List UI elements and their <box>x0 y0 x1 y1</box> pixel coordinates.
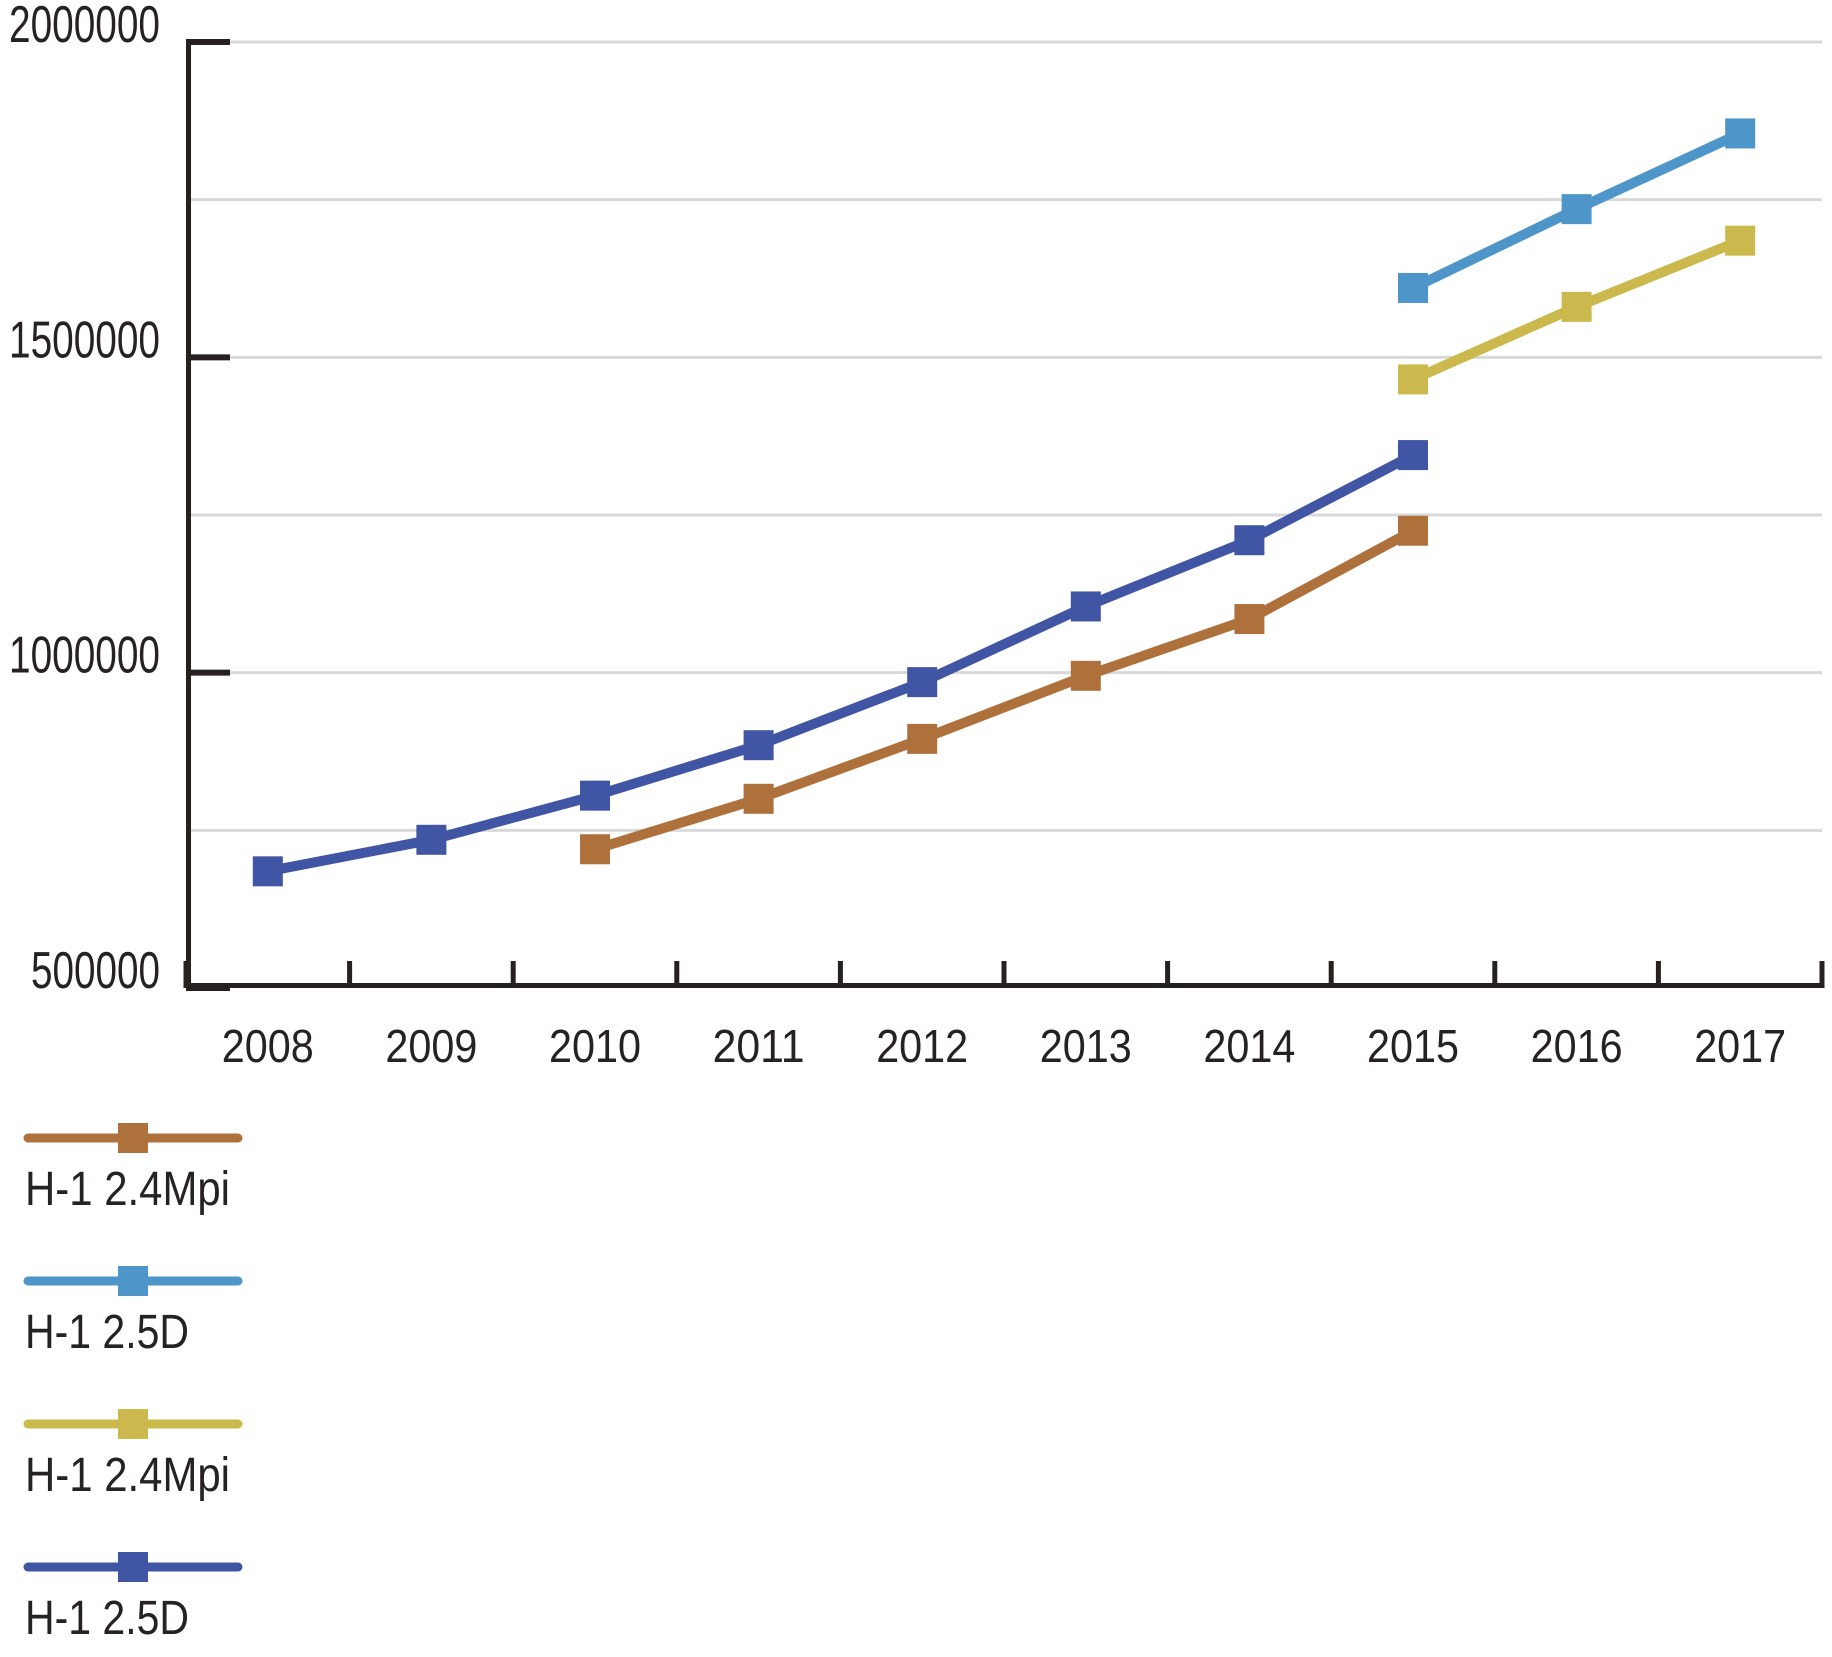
legend-item: H-1 2.4Mpi <box>23 1409 243 1502</box>
x-axis-label: 2008 <box>222 1020 314 1072</box>
y-axis-label: 1000000 <box>9 627 160 685</box>
legend-marker-swatch <box>118 1123 148 1153</box>
data-point-marker <box>743 783 774 814</box>
x-axis-label: 2017 <box>1694 1020 1786 1072</box>
data-point-marker <box>1398 364 1428 395</box>
data-point-marker <box>1070 591 1101 622</box>
legend-marker-swatch <box>118 1552 148 1582</box>
data-point-marker <box>1398 515 1428 546</box>
x-axis-label: 2013 <box>1040 1020 1132 1072</box>
legend-label: H-1 2.4Mpi <box>25 1163 230 1216</box>
legend-item: H-1 2.4Mpi <box>23 1123 243 1216</box>
legend-marker-swatch <box>118 1266 148 1296</box>
data-point-marker <box>1561 291 1592 322</box>
series-group <box>252 118 1756 887</box>
legend-marker-swatch <box>118 1409 148 1439</box>
y-axis-label: 1500000 <box>9 311 160 369</box>
data-point-marker <box>1070 660 1101 691</box>
data-point-marker <box>1561 194 1592 225</box>
legend-item: H-1 2.5D <box>23 1266 243 1359</box>
data-point-marker <box>1725 118 1756 149</box>
x-axis-label: 2012 <box>876 1020 968 1072</box>
x-axis-label: 2010 <box>549 1020 641 1072</box>
series-line-3 <box>266 450 1416 877</box>
data-point-marker <box>1234 525 1265 556</box>
data-point-marker <box>252 856 283 887</box>
data-point-marker <box>1234 604 1265 635</box>
x-axis-label: 2016 <box>1531 1020 1623 1072</box>
x-axis-label: 2015 <box>1367 1020 1459 1072</box>
legend-label: H-1 2.5D <box>25 1592 189 1645</box>
data-point-marker <box>1398 440 1428 471</box>
y-axis-label: 2000000 <box>9 0 160 54</box>
x-axis-label: 2009 <box>385 1020 477 1072</box>
data-point-marker <box>1398 272 1428 303</box>
x-axis-label: 2014 <box>1203 1020 1295 1072</box>
data-point-marker <box>580 834 610 865</box>
y-axis-labels-group: 2000000 1500000 1000000 500000 <box>9 0 160 1000</box>
data-point-marker <box>580 780 610 811</box>
data-point-marker <box>907 667 938 698</box>
x-axis-labels-group: 2008 2009 2010 2011 2012 2013 2014 2015 2016 2017 <box>222 1020 1786 1072</box>
gridlines-group <box>191 40 1822 832</box>
y-axis-label: 500000 <box>31 942 160 1000</box>
legend-item: H-1 2.5D <box>23 1552 243 1645</box>
data-point-marker <box>1725 225 1756 256</box>
data-point-marker <box>416 824 447 855</box>
legend-label: H-1 2.5D <box>25 1306 189 1359</box>
data-point-marker <box>907 723 938 754</box>
x-axis-label: 2011 <box>713 1020 805 1072</box>
legend: H-1 2.4Mpi H-1 2.5D H-1 2.4Mpi H-1 2.5D <box>23 1123 243 1645</box>
series-line-0 <box>593 526 1416 855</box>
axes-group <box>183 39 1825 991</box>
data-point-marker <box>743 730 774 761</box>
legend-label: H-1 2.4Mpi <box>25 1449 230 1502</box>
